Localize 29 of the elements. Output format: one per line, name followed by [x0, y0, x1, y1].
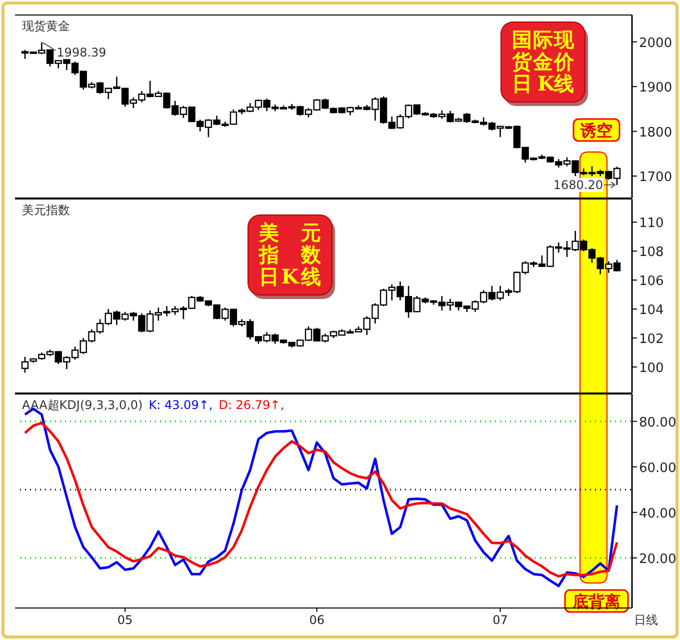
annotation: 美元指数日K线	[258, 220, 322, 289]
chart-title: 美元指数	[22, 203, 70, 217]
y-tick-label: 1700	[639, 170, 672, 186]
y-tick-label: 108	[639, 245, 664, 260]
annotation: 1998.39	[56, 46, 106, 60]
y-tick-label: 110	[639, 216, 664, 232]
text: K: 43.09↑,	[148, 398, 213, 412]
x-tick-label: 05	[117, 613, 133, 627]
y-tick-label: 2000	[639, 36, 672, 51]
x-tick-label: 06	[309, 613, 324, 627]
x-tick-label: 07	[492, 613, 508, 627]
annotation: 1680.20	[553, 178, 603, 192]
y-tick-label: 1800	[639, 125, 672, 140]
y-tick-label: 60.00	[639, 460, 676, 476]
annotation: 国际现货金价日 K线	[511, 28, 575, 96]
chart-title: 现货黄金	[22, 19, 70, 33]
y-tick-label: 102	[639, 332, 664, 347]
y-tick-label: 100	[639, 360, 664, 376]
y-tick-label: 40.00	[639, 506, 676, 522]
annotation: 诱空	[580, 121, 612, 140]
candlestick	[21, 356, 29, 374]
y-tick-label: 20.00	[639, 552, 676, 567]
y-tick-label: 106	[639, 274, 664, 290]
chart-title: AAA超KDJ(9,3,3,0,0)	[22, 398, 143, 412]
y-tick-label: 80.00	[639, 415, 676, 430]
y-tick-label: 104	[639, 303, 664, 318]
x-axis-title: 日线	[634, 613, 658, 627]
text: D: 26.79↑,	[218, 398, 284, 412]
y-tick-label: 1900	[639, 80, 672, 96]
